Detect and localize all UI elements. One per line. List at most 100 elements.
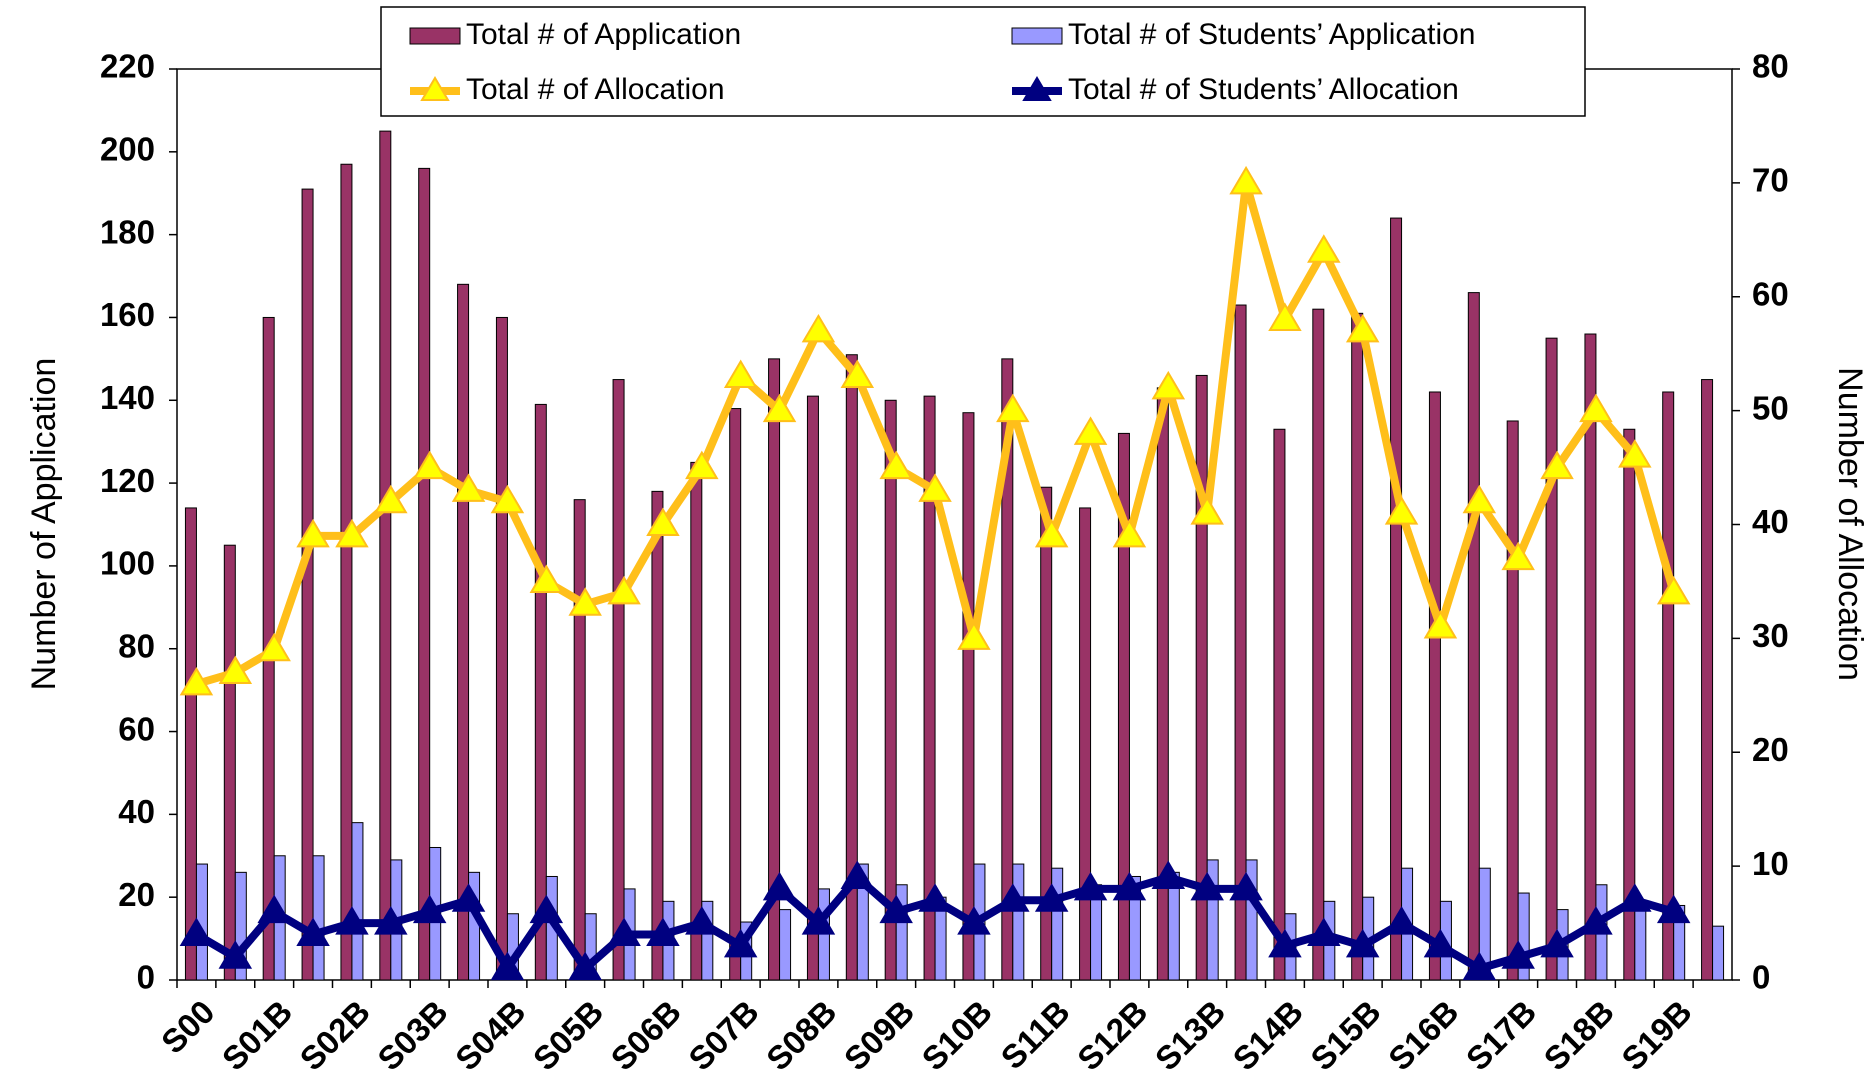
bar xyxy=(418,167,431,981)
bar xyxy=(457,283,470,981)
marker xyxy=(685,450,719,480)
marker xyxy=(918,473,952,502)
marker xyxy=(840,860,875,890)
marker xyxy=(1307,917,1341,946)
marker xyxy=(762,393,797,423)
bar xyxy=(1195,374,1208,981)
legend-label: Total # of Allocation xyxy=(466,73,725,106)
marker xyxy=(1151,370,1186,400)
marker xyxy=(1112,871,1147,901)
bar xyxy=(184,507,197,981)
bar xyxy=(340,163,353,981)
y-tick-label: 200 xyxy=(100,131,155,168)
x-tick-label: S00 xyxy=(154,993,222,1061)
marker xyxy=(529,894,564,924)
legend-swatch xyxy=(1011,27,1063,45)
marker xyxy=(529,564,564,593)
bar xyxy=(806,395,819,981)
legend-swatch xyxy=(409,27,461,45)
x-tick-label: S07B xyxy=(681,993,766,1078)
x-tick-label: S02B xyxy=(293,993,378,1078)
bar xyxy=(1128,875,1141,981)
marker xyxy=(723,928,758,958)
marker xyxy=(1034,518,1069,548)
marker xyxy=(374,484,408,514)
legend-label: Total # of Students’ Application xyxy=(1068,18,1476,51)
bar xyxy=(729,408,742,981)
marker xyxy=(840,359,875,388)
bar xyxy=(1351,312,1364,981)
bar xyxy=(1517,892,1530,981)
bar xyxy=(573,499,586,981)
marker xyxy=(296,917,330,946)
marker xyxy=(1229,871,1263,901)
y-tick-label: 120 xyxy=(100,462,155,499)
marker xyxy=(1423,928,1458,958)
marker xyxy=(412,450,447,480)
marker xyxy=(218,940,253,969)
y2-tick-label: 40 xyxy=(1752,503,1789,540)
legend xyxy=(380,6,1586,117)
x-tick-label: S10B xyxy=(915,993,1000,1078)
y-tick-label: 220 xyxy=(100,48,155,85)
bar xyxy=(234,871,247,981)
bar xyxy=(1634,904,1647,981)
marker xyxy=(1384,496,1419,525)
y-tick-label: 140 xyxy=(100,379,155,416)
bar xyxy=(301,188,314,981)
marker xyxy=(451,473,486,502)
x-tick-label: S17B xyxy=(1459,993,1544,1078)
y-axis-title: Number of Application xyxy=(25,358,63,691)
marker xyxy=(412,894,447,924)
marker xyxy=(1540,928,1574,958)
marker xyxy=(374,906,408,935)
marker xyxy=(879,894,913,924)
marker xyxy=(957,906,991,935)
y2-tick-label: 10 xyxy=(1752,845,1789,882)
x-tick-label: S18B xyxy=(1537,993,1622,1078)
bar xyxy=(1312,308,1325,981)
marker xyxy=(762,871,797,901)
marker xyxy=(1190,871,1224,901)
x-tick-label: S04B xyxy=(448,993,533,1078)
y-tick-label: 180 xyxy=(100,213,155,250)
bar xyxy=(1206,859,1219,981)
bar xyxy=(845,354,858,981)
marker xyxy=(1462,484,1497,514)
bar xyxy=(884,399,897,981)
marker xyxy=(685,906,719,935)
y-tick-label: 100 xyxy=(100,545,155,582)
bar xyxy=(1012,863,1025,981)
bar xyxy=(1662,391,1675,981)
marker xyxy=(451,883,486,912)
marker xyxy=(646,917,680,946)
x-tick-label: S01B xyxy=(215,993,300,1078)
bar xyxy=(1117,432,1130,981)
x-tick-label: S05B xyxy=(526,993,611,1078)
bar xyxy=(1051,867,1064,981)
marker xyxy=(335,906,369,935)
y2-tick-label: 70 xyxy=(1752,162,1789,199)
bar xyxy=(1040,486,1053,981)
bar xyxy=(1245,859,1258,981)
bar xyxy=(534,403,547,981)
marker xyxy=(179,917,214,946)
bar xyxy=(1079,507,1092,981)
bar xyxy=(768,358,781,981)
bar xyxy=(223,544,236,981)
x-tick-label: S11B xyxy=(994,993,1077,1076)
bar xyxy=(895,884,908,981)
marker xyxy=(1423,610,1458,639)
bar xyxy=(379,130,392,981)
y-tick-label: 160 xyxy=(100,296,155,333)
marker xyxy=(996,393,1030,423)
marker xyxy=(1229,165,1263,195)
marker xyxy=(1618,883,1652,912)
marker xyxy=(1345,928,1380,958)
bar xyxy=(1001,358,1014,981)
bar xyxy=(1506,420,1519,981)
legend-label: Total # of Application xyxy=(466,18,741,51)
marker xyxy=(568,951,602,981)
marker xyxy=(1307,234,1341,263)
